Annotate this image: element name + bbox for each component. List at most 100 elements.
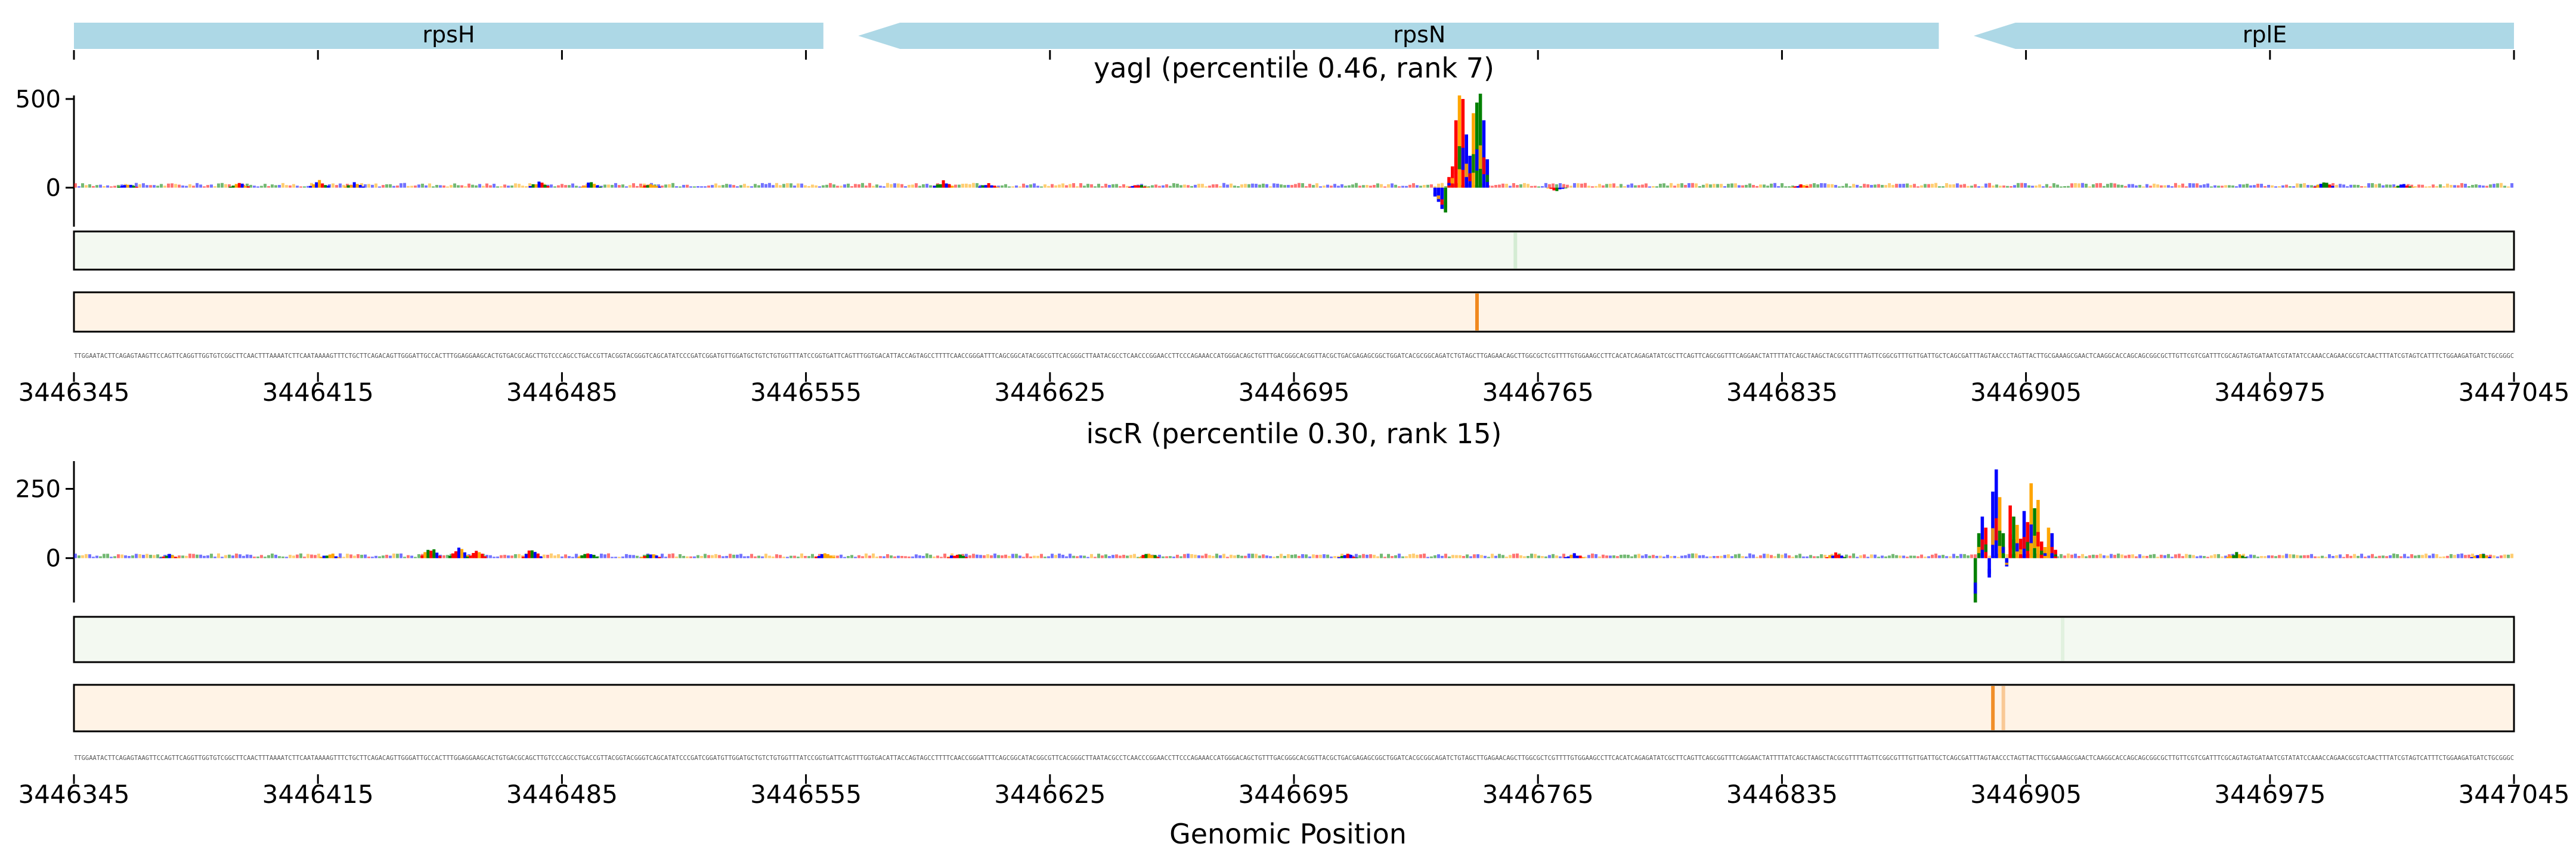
logo-peak-letter bbox=[2001, 533, 2005, 558]
noise-mark bbox=[686, 184, 689, 188]
noise-mark bbox=[2099, 183, 2102, 188]
noise-mark bbox=[303, 186, 306, 188]
noise-mark bbox=[124, 555, 127, 558]
noise-mark bbox=[2185, 186, 2188, 188]
noise-mark bbox=[206, 185, 209, 188]
noise-mark bbox=[1934, 183, 1937, 188]
noise-mark bbox=[2510, 554, 2513, 558]
noise-mark bbox=[1548, 555, 1551, 558]
noise-mark bbox=[1569, 186, 1572, 188]
noise-mark bbox=[217, 553, 220, 558]
noise-mark bbox=[1612, 183, 1615, 188]
noise-mark bbox=[357, 554, 360, 558]
noise-mark bbox=[1237, 186, 1240, 188]
minor-peak-mark bbox=[435, 552, 439, 558]
logo-peak-letter-stack bbox=[1987, 568, 1991, 574]
noise-mark bbox=[382, 555, 385, 558]
noise-mark bbox=[1119, 186, 1122, 188]
noise-mark bbox=[1806, 556, 1809, 558]
noise-mark bbox=[2278, 555, 2281, 558]
noise-mark bbox=[507, 186, 510, 188]
minor-peak-mark bbox=[1352, 557, 1355, 558]
noise-mark bbox=[274, 185, 277, 188]
logo-peak-letter-stack bbox=[2050, 546, 2054, 554]
logo-peak-letter-stack bbox=[2046, 544, 2051, 552]
minor-peak-mark bbox=[2244, 557, 2247, 558]
noise-mark bbox=[2321, 555, 2324, 558]
noise-mark bbox=[1083, 186, 1086, 188]
noise-mark bbox=[256, 186, 259, 188]
noise-mark bbox=[2120, 554, 2123, 558]
noise-mark bbox=[1648, 186, 1651, 188]
noise-mark bbox=[997, 555, 1000, 558]
minor-peak-mark bbox=[649, 554, 652, 558]
minor-peak-mark bbox=[1346, 554, 1349, 558]
noise-mark bbox=[550, 553, 553, 558]
noise-mark bbox=[489, 185, 492, 188]
noise-mark bbox=[525, 186, 528, 188]
noise-mark bbox=[1183, 184, 1186, 188]
noise-mark bbox=[1108, 185, 1111, 188]
noise-mark bbox=[1262, 554, 1265, 558]
noise-mark bbox=[1036, 186, 1039, 188]
noise-mark bbox=[74, 554, 77, 558]
logo-peak-letter-stack bbox=[2005, 563, 2009, 565]
noise-mark bbox=[2199, 555, 2202, 558]
noise-mark bbox=[213, 557, 216, 558]
noise-mark bbox=[1870, 554, 1873, 558]
noise-mark bbox=[2281, 555, 2284, 558]
noise-mark bbox=[2171, 557, 2174, 558]
noise-mark bbox=[1433, 186, 1436, 188]
noise-mark bbox=[249, 184, 252, 188]
noise-mark bbox=[965, 554, 968, 558]
noise-mark bbox=[1391, 556, 1394, 558]
noise-mark bbox=[761, 183, 764, 188]
noise-mark bbox=[714, 554, 717, 558]
noise-mark bbox=[2489, 554, 2492, 558]
logo-peak-letter-stack bbox=[1461, 147, 1465, 170]
noise-mark bbox=[1655, 186, 1658, 188]
noise-mark bbox=[1849, 555, 1852, 558]
noise-mark bbox=[1895, 555, 1898, 558]
noise-mark bbox=[2432, 554, 2435, 558]
noise-mark bbox=[81, 183, 84, 188]
noise-mark bbox=[607, 184, 610, 188]
logo-peak-letter-stack bbox=[1457, 146, 1462, 169]
noise-mark bbox=[1462, 556, 1465, 558]
noise-mark bbox=[911, 556, 914, 558]
noise-mark bbox=[1104, 554, 1107, 558]
x-axis-tick-label: 3446695 bbox=[1238, 780, 1349, 809]
noise-mark bbox=[178, 184, 181, 188]
noise-mark bbox=[239, 554, 242, 558]
minor-peak-mark bbox=[643, 556, 646, 558]
noise-mark bbox=[911, 184, 914, 188]
noise-mark bbox=[2192, 555, 2195, 558]
minor-peak-mark bbox=[537, 181, 541, 188]
minor-peak-mark bbox=[521, 557, 525, 558]
gene-annotation-track: rpsH rpsN rplE bbox=[73, 21, 2515, 60]
noise-mark bbox=[732, 185, 735, 188]
noise-mark bbox=[1011, 554, 1014, 558]
noise-mark bbox=[120, 554, 123, 558]
noise-mark bbox=[1949, 556, 1952, 558]
noise-mark bbox=[2088, 186, 2091, 188]
noise-mark bbox=[1820, 554, 1823, 558]
noise-mark bbox=[553, 555, 556, 558]
noise-mark bbox=[1348, 185, 1351, 188]
noise-mark bbox=[464, 186, 467, 188]
noise-mark bbox=[2185, 554, 2188, 558]
noise-mark bbox=[1430, 184, 1433, 188]
minor-peak-mark bbox=[586, 553, 590, 558]
noise-mark bbox=[1208, 186, 1211, 188]
logo-peak-letter bbox=[2026, 522, 2030, 558]
noise-mark bbox=[2475, 184, 2478, 188]
noise-mark bbox=[1970, 186, 1973, 188]
noise-mark bbox=[364, 184, 367, 188]
noise-mark bbox=[2045, 184, 2048, 188]
noise-mark bbox=[1745, 556, 1748, 558]
minor-peak-mark bbox=[652, 554, 655, 558]
noise-mark bbox=[1047, 556, 1050, 558]
noise-mark bbox=[2063, 186, 2066, 188]
noise-mark bbox=[1340, 554, 1343, 558]
minor-peak-mark bbox=[658, 186, 661, 188]
